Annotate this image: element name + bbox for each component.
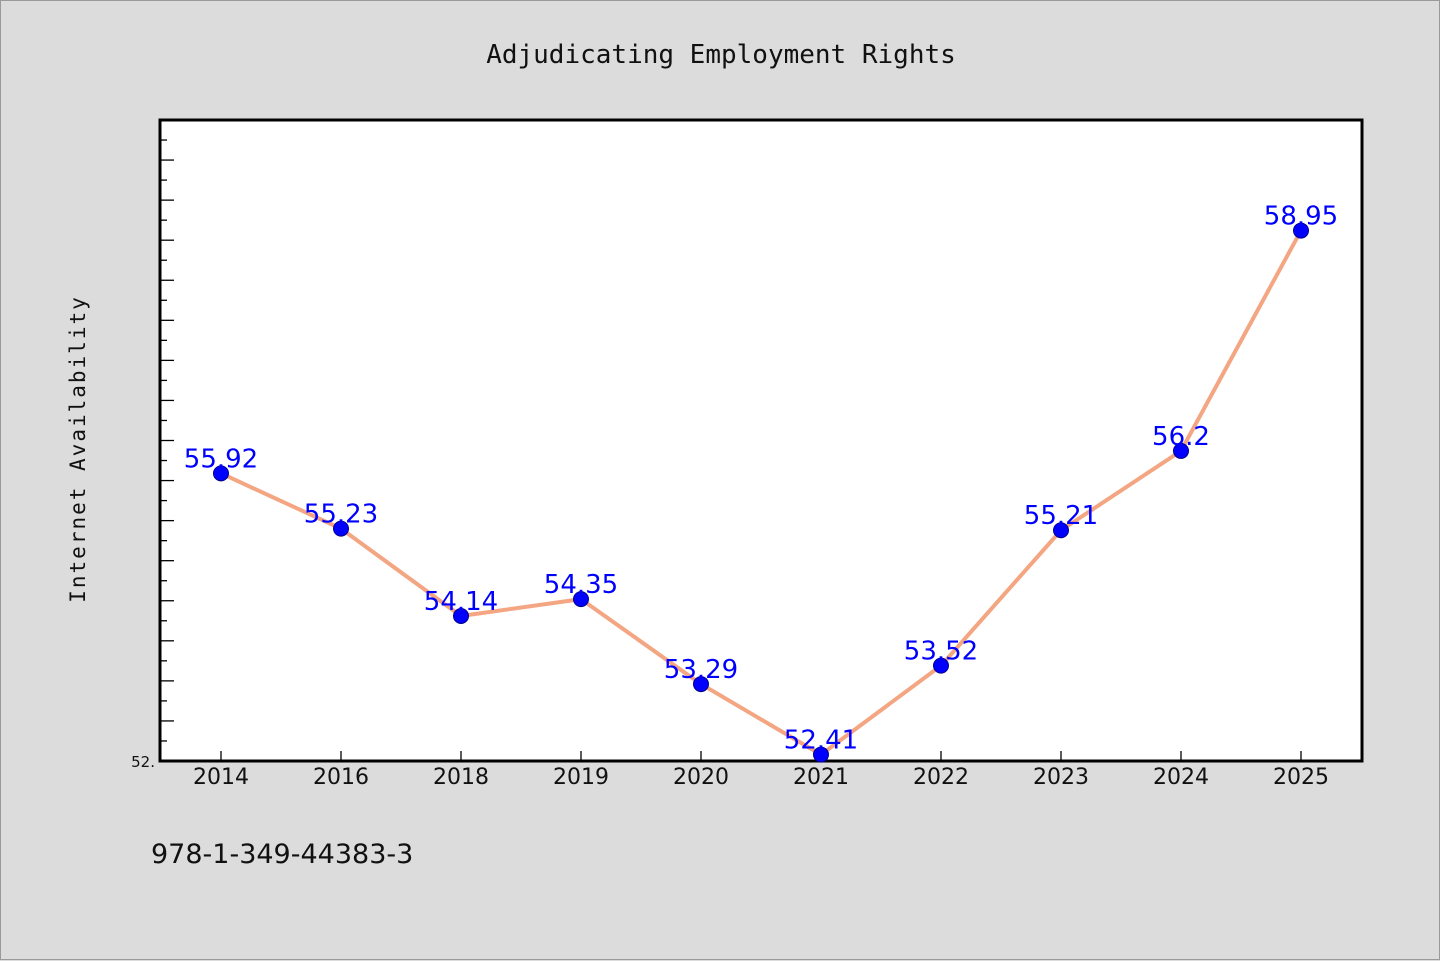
- data-label: 58.95: [1264, 202, 1338, 232]
- y-axis-min-label: 52.: [131, 753, 155, 771]
- data-label: 55.21: [1024, 501, 1098, 531]
- x-tick-label: 2021: [793, 765, 849, 790]
- data-label: 54.14: [424, 587, 498, 617]
- data-point: [333, 520, 349, 537]
- series-layer: 55.92 55.23 54.14 54.35 53.29 52.41 53.52 55.21…: [184, 202, 1338, 763]
- x-tick-label: 2019: [553, 765, 609, 790]
- series-line: [219, 228, 1303, 757]
- data-point: [1053, 522, 1069, 539]
- data-point: [1293, 222, 1309, 239]
- data-label: 54.35: [544, 570, 618, 600]
- x-tick-label: 2014: [193, 765, 249, 790]
- data-point: [693, 676, 709, 693]
- x-axis-tick-labels: 2014 2016 2018 2019 2020 2021 2022 2023 2024 2025: [193, 765, 1329, 790]
- data-point: [933, 657, 949, 674]
- data-point: [573, 591, 589, 608]
- data-label: 55.23: [304, 500, 378, 530]
- y-axis-label: Internet Availability: [66, 295, 90, 603]
- x-tick-label: 2023: [1033, 765, 1089, 790]
- data-point: [1173, 442, 1189, 459]
- x-tick-label: 2020: [673, 765, 729, 790]
- x-tick-label: 2022: [913, 765, 969, 790]
- data-point: [813, 746, 829, 763]
- y-axis-ticks: [160, 119, 1302, 762]
- plot-area: [158, 118, 1364, 763]
- data-label: 55.92: [184, 444, 258, 474]
- chart-title: Adjudicating Employment Rights: [486, 40, 956, 70]
- data-point: [213, 465, 229, 482]
- x-tick-label: 2024: [1153, 765, 1209, 790]
- data-label: 56.2: [1152, 422, 1210, 452]
- x-tick-label: 2016: [313, 765, 369, 790]
- data-label: 53.52: [904, 637, 978, 667]
- data-label: 52.41: [784, 726, 858, 756]
- isbn-footer: 978-1-349-44383-3: [151, 839, 413, 870]
- x-tick-label: 2025: [1273, 765, 1329, 790]
- data-point: [453, 607, 469, 624]
- x-tick-label: 2018: [433, 765, 489, 790]
- data-label: 53.29: [664, 655, 738, 685]
